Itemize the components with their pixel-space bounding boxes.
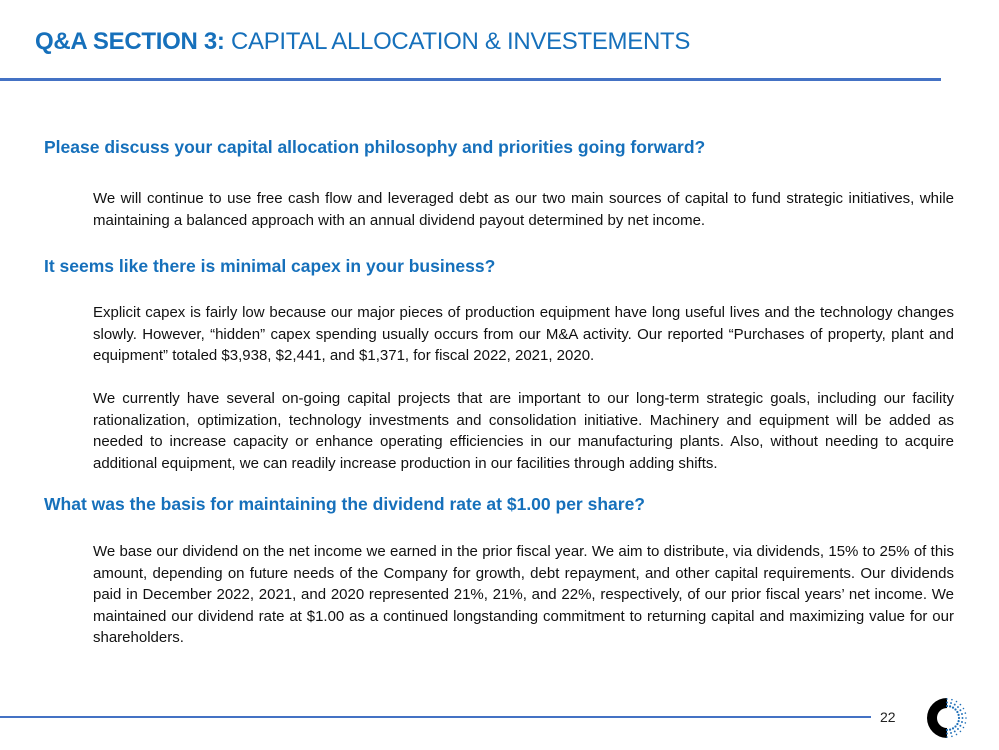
answer-2a: Explicit capex is fairly low because our… (93, 304, 954, 365)
page-title: Q&A SECTION 3: CAPITAL ALLOCATION & INVE… (35, 28, 690, 56)
answer-3: We base our dividend on the net income w… (93, 543, 954, 647)
answer-1: We will continue to use free cash flow a… (93, 190, 954, 229)
question-3: What was the basis for maintaining the d… (44, 494, 645, 514)
question-1: Please discuss your capital allocation p… (44, 137, 706, 157)
question-2: It seems like there is minimal capex in … (44, 256, 496, 276)
company-logo-icon (927, 698, 967, 738)
title-rest: CAPITAL ALLOCATION & INVESTEMENTS (224, 28, 691, 55)
header-divider (0, 78, 941, 81)
answer-2b: We currently have several on-going capit… (93, 390, 954, 472)
title-bold: Q&A SECTION 3: (35, 28, 225, 55)
footer-divider (0, 716, 871, 718)
page-number: 22 (880, 709, 896, 725)
